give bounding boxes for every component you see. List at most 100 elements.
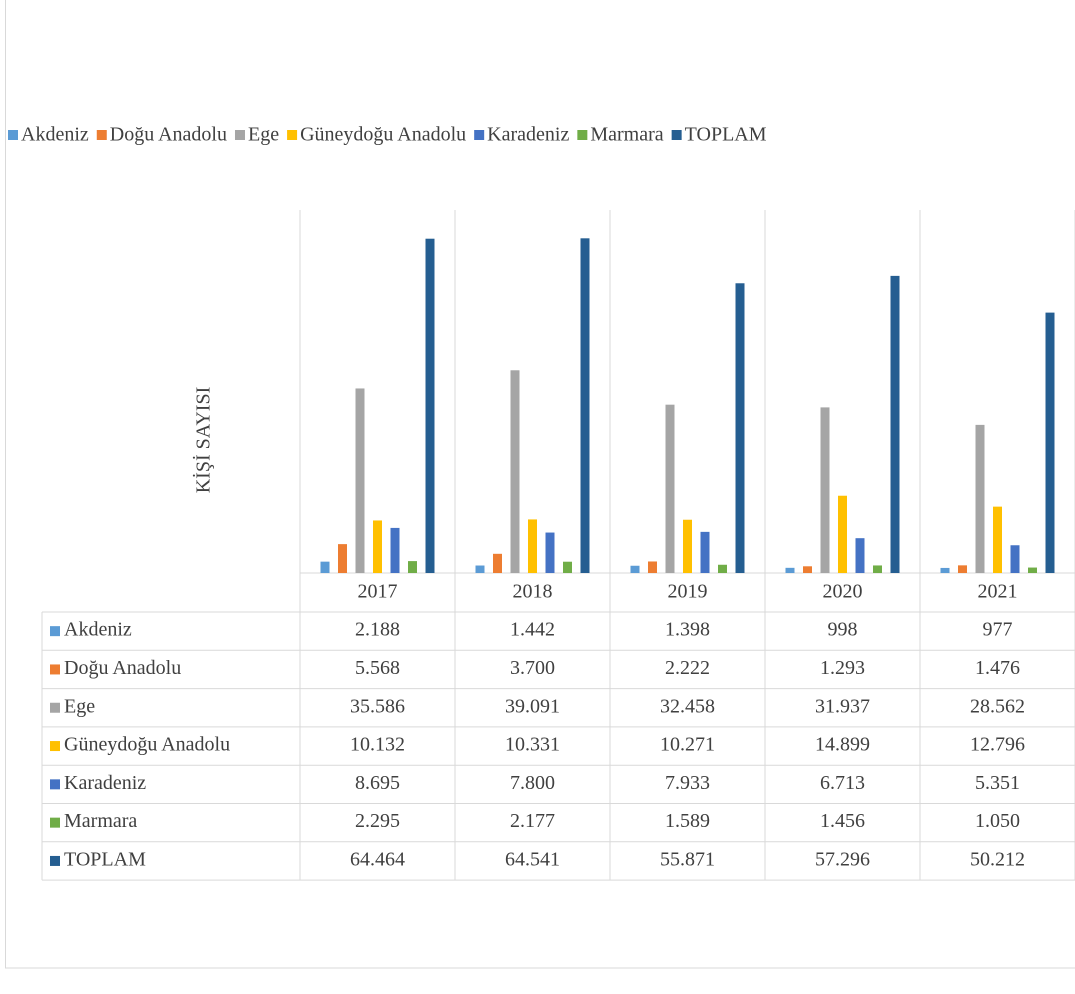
row-header: TOPLAM xyxy=(64,849,146,871)
table-cell: 998 xyxy=(828,619,858,641)
legend-label: Akdeniz xyxy=(21,124,89,146)
row-header: Marmara xyxy=(64,810,137,832)
x-tick-label: 2020 xyxy=(823,581,863,603)
bar xyxy=(510,370,520,573)
legend-key xyxy=(50,817,60,828)
table-cell: 5.351 xyxy=(975,772,1020,794)
bar xyxy=(665,404,675,573)
table-cell: 12.796 xyxy=(970,734,1025,756)
x-tick-label: 2021 xyxy=(978,581,1018,603)
y-axis-title: KİŞİ SAYISI xyxy=(192,387,215,494)
legend-key xyxy=(50,741,60,752)
table-cell: 7.800 xyxy=(510,772,555,794)
bar xyxy=(735,283,745,573)
legend-swatch xyxy=(671,130,682,140)
table-cell: 50.212 xyxy=(970,849,1025,871)
x-tick-label: 2018 xyxy=(513,581,553,603)
bar xyxy=(975,424,985,573)
legend-key xyxy=(50,664,60,675)
table-cell: 14.899 xyxy=(815,734,870,756)
row-header: Doğu Anadolu xyxy=(64,657,181,679)
table-cell: 31.937 xyxy=(815,695,870,717)
bar xyxy=(958,565,967,573)
legend-key xyxy=(50,702,60,713)
row-header: Ege xyxy=(64,695,95,717)
bar xyxy=(493,553,502,573)
bar xyxy=(940,567,950,573)
bar xyxy=(993,506,1002,573)
table-cell: 1.476 xyxy=(975,657,1020,679)
legend-key xyxy=(50,779,60,790)
bar xyxy=(1010,545,1020,573)
bar xyxy=(855,538,865,573)
x-tick-label: 2019 xyxy=(668,581,708,603)
table-cell: 64.541 xyxy=(505,849,560,871)
table-cell: 6.713 xyxy=(820,772,865,794)
bar xyxy=(408,561,417,573)
table-cell: 64.464 xyxy=(350,849,405,871)
bar xyxy=(683,519,692,573)
bar xyxy=(545,532,555,573)
table-cell: 10.271 xyxy=(660,734,715,756)
bar xyxy=(1045,312,1055,573)
table-cell: 2.222 xyxy=(665,657,710,679)
table-cell: 2.295 xyxy=(355,810,400,832)
table-cell: 7.933 xyxy=(665,772,710,794)
bar xyxy=(648,561,657,573)
table-cell: 1.456 xyxy=(820,810,865,832)
chart-border xyxy=(5,0,1075,969)
legend-label: TOPLAM xyxy=(685,124,767,146)
table-cell: 28.562 xyxy=(970,695,1025,717)
bar xyxy=(873,565,882,573)
table-cell: 1.442 xyxy=(510,619,555,641)
table-cell: 10.132 xyxy=(350,734,405,756)
bar xyxy=(425,238,435,573)
bar xyxy=(630,565,640,573)
legend-label: Doğu Anadolu xyxy=(110,124,227,146)
bar xyxy=(580,238,590,573)
bar xyxy=(820,407,830,573)
legend-label: Güneydoğu Anadolu xyxy=(300,124,466,146)
bar xyxy=(785,567,795,573)
legend-key xyxy=(50,626,60,637)
table-cell: 57.296 xyxy=(815,849,870,871)
table-cell: 35.586 xyxy=(350,695,405,717)
legend-swatch xyxy=(287,130,298,140)
bar xyxy=(563,561,572,573)
row-header: Akdeniz xyxy=(64,619,132,641)
table-cell: 10.331 xyxy=(505,734,560,756)
bar xyxy=(373,520,382,573)
legend-swatch xyxy=(577,130,588,140)
legend-label: Marmara xyxy=(590,124,663,146)
bar xyxy=(338,544,347,573)
legend-key xyxy=(50,855,60,866)
row-header: Karadeniz xyxy=(64,772,146,794)
bar xyxy=(718,564,727,573)
bar xyxy=(320,561,330,573)
table-cell: 2.188 xyxy=(355,619,400,641)
table-cell: 1.398 xyxy=(665,619,710,641)
bar xyxy=(475,565,485,573)
table-cell: 39.091 xyxy=(505,695,560,717)
legend-label: Ege xyxy=(248,124,279,146)
table-cell: 1.293 xyxy=(820,657,865,679)
bar xyxy=(390,527,400,573)
bar xyxy=(803,566,812,573)
legend-swatch xyxy=(8,130,18,140)
legend-swatch xyxy=(474,130,485,140)
table-cell: 977 xyxy=(983,619,1013,641)
legend-label: Karadeniz xyxy=(487,124,569,146)
bar xyxy=(355,388,365,573)
bar xyxy=(1028,567,1037,573)
table-cell: 1.050 xyxy=(975,810,1020,832)
table-cell: 55.871 xyxy=(660,849,715,871)
table-cell: 5.568 xyxy=(355,657,400,679)
table-cell: 3.700 xyxy=(510,657,555,679)
table-cell: 2.177 xyxy=(510,810,555,832)
row-header: Güneydoğu Anadolu xyxy=(64,734,230,756)
bar xyxy=(838,495,847,573)
table-cell: 8.695 xyxy=(355,772,400,794)
x-tick-label: 2017 xyxy=(358,581,398,603)
legend-swatch xyxy=(96,130,107,140)
